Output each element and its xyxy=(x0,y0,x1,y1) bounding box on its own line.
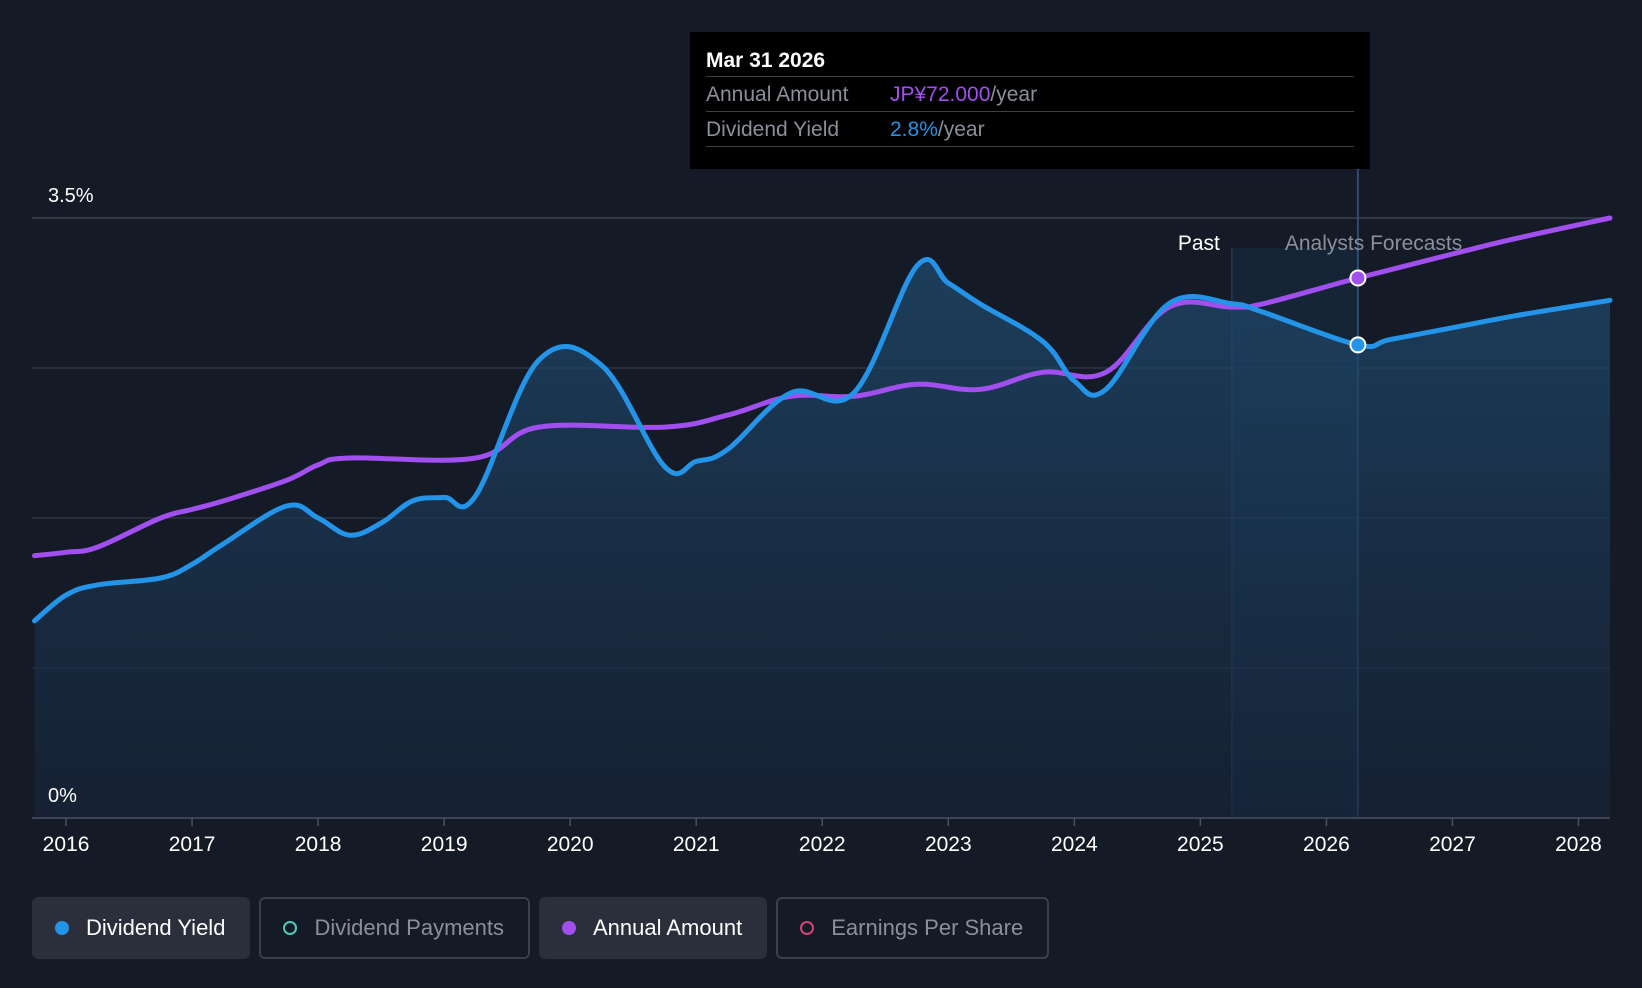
legend-dividend-payments[interactable]: Dividend Payments xyxy=(259,897,530,959)
x-tick-label: 2026 xyxy=(1303,833,1350,856)
past-label: Past xyxy=(1178,232,1220,255)
series-lines xyxy=(32,215,1613,624)
tooltip-markers xyxy=(1349,269,1367,354)
tooltip-dividend-yield-row: Dividend Yield 2.8% /year xyxy=(706,114,1354,147)
tooltip-annual-amount-value: JP¥72.000 xyxy=(890,83,991,106)
dividend-yield-line xyxy=(32,256,1613,624)
tooltip-annual-amount-unit: /year xyxy=(990,83,1038,106)
dividend-yield-area xyxy=(34,259,1610,818)
yield-area xyxy=(34,259,1610,818)
tooltip-date: Mar 31 2026 xyxy=(706,46,1354,77)
legend-dividend-yield-label: Dividend Yield xyxy=(86,915,226,940)
dividend-yield-marker xyxy=(1349,336,1367,354)
dividend-payments-ring-icon xyxy=(283,921,298,935)
y-max-label: 3.5% xyxy=(48,185,94,207)
legend-earnings-per-share[interactable]: Earnings Per Share xyxy=(776,897,1050,959)
tooltip: Mar 31 2026 Annual Amount JP¥72.000 /yea… xyxy=(690,32,1370,169)
annual-amount-line xyxy=(32,215,1613,559)
x-tick-label: 2016 xyxy=(43,833,90,856)
x-tick-label: 2023 xyxy=(925,833,972,856)
legend-dividend-yield[interactable]: Dividend Yield xyxy=(32,897,251,959)
x-axis xyxy=(32,817,1610,826)
legend-annual-amount-label: Annual Amount xyxy=(592,915,743,940)
x-tick-label: 2027 xyxy=(1429,833,1476,856)
x-tick-label: 2028 xyxy=(1555,833,1602,856)
x-tick-label: 2021 xyxy=(673,833,720,856)
x-tick-label: 2018 xyxy=(295,833,342,856)
tooltip-annual-amount-row: Annual Amount JP¥72.000 /year xyxy=(706,79,1354,112)
tooltip-dividend-yield-label: Dividend Yield xyxy=(706,118,840,141)
annual-amount-marker xyxy=(1349,269,1367,287)
tooltip-dividend-yield-unit: /year xyxy=(937,118,985,141)
x-tick-label: 2022 xyxy=(799,833,846,856)
x-tick-label: 2020 xyxy=(547,833,594,856)
annual-amount-dot-icon xyxy=(561,921,576,935)
tooltip-annual-amount-label: Annual Amount xyxy=(706,83,849,106)
dividend-yield-dot-icon xyxy=(55,921,69,935)
x-tick-label: 2024 xyxy=(1051,833,1098,856)
legend-annual-amount[interactable]: Annual Amount xyxy=(538,897,768,959)
tooltip-dividend-yield-value: 2.8% xyxy=(890,118,938,141)
axis-labels: 2016 2017 2018 2019 2020 2021 2022 2023 2024 2025… xyxy=(43,185,1602,856)
earnings-per-share-ring-icon xyxy=(800,921,815,935)
forecast-label: Analysts Forecasts xyxy=(1285,232,1462,255)
legend-dividend-payments-label: Dividend Payments xyxy=(314,915,504,940)
x-tick-label: 2019 xyxy=(421,833,468,856)
legend-earnings-per-share-label: Earnings Per Share xyxy=(831,915,1024,940)
legend: Dividend Yield Dividend Payments Annual … xyxy=(32,897,1050,959)
x-tick-label: 2025 xyxy=(1177,833,1224,856)
y-min-label: 0% xyxy=(48,785,77,807)
x-tick-label: 2017 xyxy=(169,833,216,856)
